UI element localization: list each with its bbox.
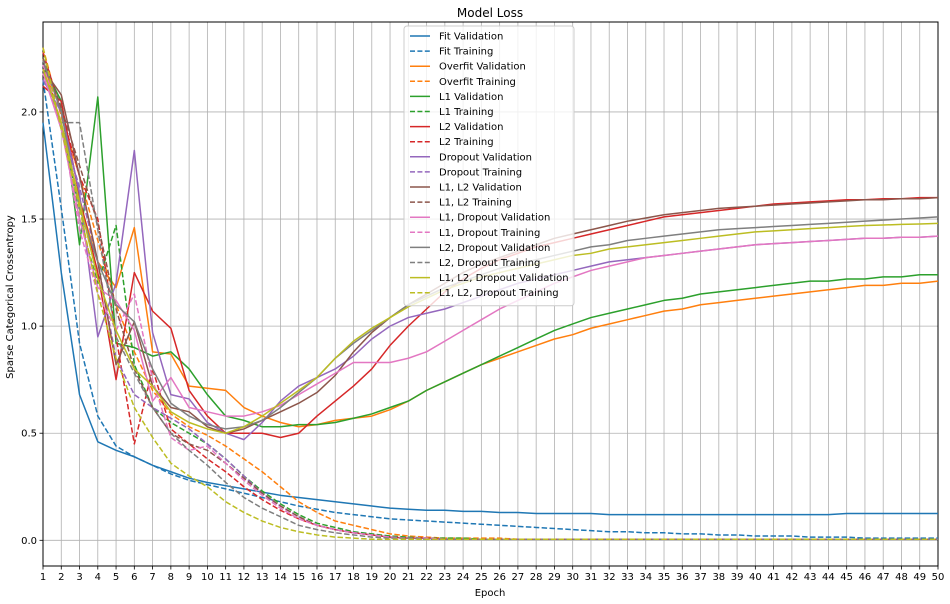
legend-entry: L1, Dropout Training	[439, 228, 540, 239]
x-tick-label: 19	[365, 572, 378, 583]
x-tick-label: 40	[749, 572, 762, 583]
x-tick-label: 10	[201, 572, 214, 583]
x-tick-label: 30	[566, 572, 579, 583]
x-tick-label: 43	[804, 572, 817, 583]
y-axis-label: Sparse Categorical Crossentropy	[5, 215, 16, 379]
x-tick-label: 28	[530, 572, 543, 583]
y-tick-label: 0.5	[21, 429, 37, 440]
x-tick-label: 38	[712, 572, 725, 583]
x-tick-label: 48	[895, 572, 908, 583]
x-tick-label: 44	[822, 572, 835, 583]
x-tick-label: 12	[238, 572, 251, 583]
x-tick-label: 15	[292, 572, 305, 583]
legend-box	[403, 25, 575, 307]
x-tick-label: 47	[877, 572, 890, 583]
series-line	[42, 58, 939, 428]
x-tick-label: 9	[186, 572, 192, 583]
y-tick-label: 2.0	[21, 107, 37, 118]
legend-entry: L1, L2, Dropout Training	[439, 288, 559, 299]
x-tick-label: 29	[548, 572, 561, 583]
x-tick-label: 24	[457, 572, 470, 583]
legend-entry: L1, Dropout Validation	[439, 213, 550, 224]
x-tick-label: 27	[512, 572, 525, 583]
x-tick-label: 2	[58, 572, 64, 583]
x-tick-label: 8	[168, 572, 174, 583]
x-tick-label: 21	[402, 572, 415, 583]
x-tick-label: 11	[219, 572, 232, 583]
legend-entry: L2, Dropout Training	[439, 258, 540, 269]
x-axis-label: Epoch	[475, 588, 506, 599]
x-tick-label: 16	[311, 572, 324, 583]
x-tick-label: 36	[676, 572, 689, 583]
series-line	[42, 64, 938, 428]
chart-title: Model Loss	[457, 6, 523, 20]
legend-entry: L1 Training	[439, 107, 494, 118]
y-tick-label: 1.5	[21, 215, 37, 226]
x-tick-label: 50	[932, 572, 945, 583]
legend-entry: L1, L2, Dropout Validation	[439, 273, 569, 284]
legend-entry: L1, L2 Validation	[439, 183, 522, 194]
plot-area	[42, 21, 939, 567]
x-axis-ticks: 1 2 3 4 5 6 7 8 9 10 11 12 13 14 15 16 17 18 19 20 21 22 23 24 2…	[40, 566, 945, 583]
x-tick-label: 49	[913, 572, 926, 583]
x-tick-label: 7	[149, 572, 155, 583]
legend-entry: Fit Validation	[439, 32, 503, 43]
x-tick-label: 23	[438, 572, 451, 583]
x-tick-label: 4	[95, 572, 101, 583]
x-tick-label: 14	[274, 572, 287, 583]
x-tick-label: 22	[420, 572, 433, 583]
series-line	[42, 79, 938, 539]
x-tick-label: 46	[859, 572, 872, 583]
x-tick-label: 6	[131, 572, 137, 583]
x-tick-label: 39	[731, 572, 744, 583]
x-tick-label: 45	[840, 572, 853, 583]
legend-entry: L2 Training	[439, 137, 494, 148]
legend-entry: Overfit Training	[439, 77, 516, 88]
y-axis-ticks: 0.0 0.5 1.0 1.5 2.0	[21, 107, 43, 547]
x-tick-label: 41	[767, 572, 780, 583]
series-line	[42, 47, 938, 540]
x-tick-label: 26	[493, 572, 506, 583]
x-tick-label: 5	[113, 572, 119, 583]
x-tick-label: 31	[585, 572, 598, 583]
x-tick-label: 32	[603, 572, 616, 583]
legend-entry: Overfit Validation	[439, 62, 526, 73]
legend-entry: L1 Validation	[439, 92, 504, 103]
x-tick-label: 13	[256, 572, 269, 583]
legend-entry: L1, L2 Training	[439, 198, 512, 209]
y-tick-label: 0.0	[21, 536, 37, 547]
x-tick-label: 17	[329, 572, 342, 583]
legend-entry: Dropout Training	[439, 167, 522, 178]
legend-entry: L2, Dropout Validation	[439, 243, 550, 254]
x-tick-label: 37	[694, 572, 707, 583]
x-tick-label: 35	[658, 572, 671, 583]
series-line	[42, 122, 938, 516]
grid-lines	[42, 22, 939, 566]
x-tick-label: 20	[384, 572, 397, 583]
x-tick-label: 1	[40, 572, 46, 583]
series-line	[42, 47, 938, 540]
x-tick-label: 25	[475, 572, 488, 583]
x-tick-label: 42	[786, 572, 799, 583]
x-tick-label: 3	[76, 572, 82, 583]
legend-entry: L2 Validation	[439, 122, 504, 133]
y-tick-label: 1.0	[21, 322, 37, 333]
legend: Fit Validation Fit Training Overfit Valida…	[403, 25, 575, 307]
legend-entry: Fit Training	[439, 47, 493, 58]
x-tick-label: 33	[621, 572, 634, 583]
x-tick-label: 34	[639, 572, 652, 583]
legend-entry: Dropout Validation	[439, 152, 532, 163]
series-line	[42, 73, 939, 417]
x-tick-label: 18	[347, 572, 360, 583]
